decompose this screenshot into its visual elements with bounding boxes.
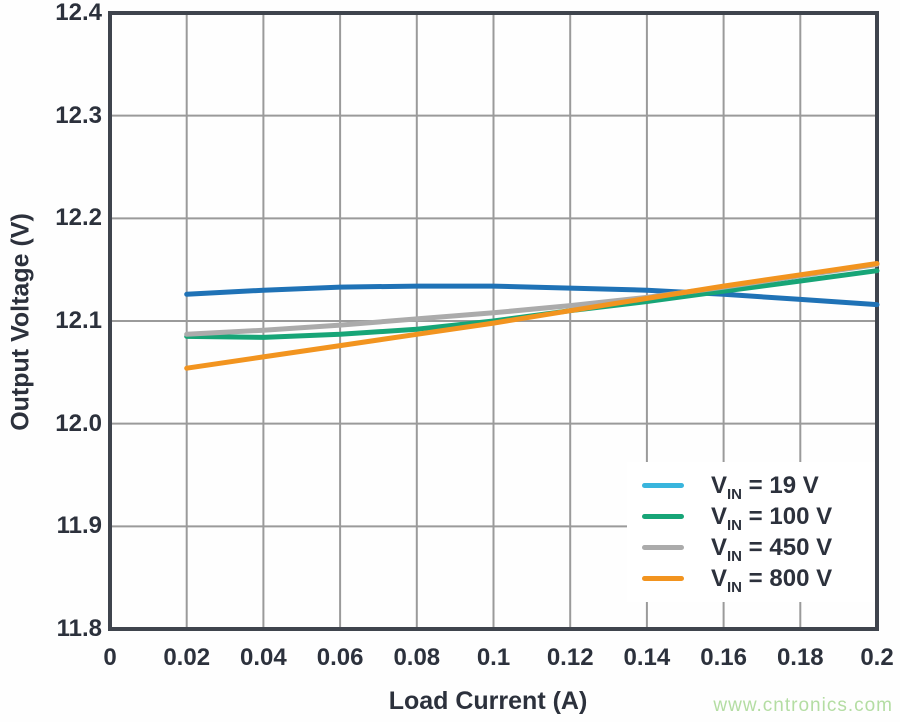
x-tick-label: 0.04 xyxy=(240,644,287,671)
x-tick-label: 0.14 xyxy=(623,644,671,671)
legend-swatch-icon xyxy=(642,514,684,519)
x-tick-label: 0.2 xyxy=(860,644,894,671)
x-tick-label: 0.02 xyxy=(163,644,211,671)
series-line-0 xyxy=(184,283,880,308)
x-tick-label: 0 xyxy=(103,644,117,671)
x-tick-label: 0.06 xyxy=(316,644,364,671)
y-tick-label: 12.4 xyxy=(55,0,102,26)
axes-frame xyxy=(108,11,879,631)
y-tick-label: 11.8 xyxy=(56,615,102,642)
legend-swatch-icon xyxy=(642,576,684,581)
legend-item-1: VIN = 19 V xyxy=(627,470,875,501)
legend-item-3: VIN = 450 V xyxy=(627,532,875,563)
x-tick-label: 0.08 xyxy=(393,644,441,671)
legend-item-4: VIN = 800 V xyxy=(627,563,875,594)
legend-label: VIN = 450 V xyxy=(711,533,833,565)
x-axis-title: Load Current (A) xyxy=(388,687,588,715)
legend-swatch-icon xyxy=(642,483,684,488)
legend-swatch-icon xyxy=(642,545,684,550)
y-tick-label: 11.9 xyxy=(56,512,102,540)
legend-label: VIN = 100 V xyxy=(711,502,833,534)
series-line-3 xyxy=(184,261,880,371)
legend: VIN = 19 V VIN = 100 V VIN = 450 V VIN = 80… xyxy=(627,462,875,602)
x-tick-label: 0.18 xyxy=(776,644,824,671)
legend-item-2: VIN = 100 V xyxy=(627,501,875,532)
legend-label: VIN = 19 V xyxy=(711,471,819,503)
x-tick-label: 0.16 xyxy=(700,644,747,671)
y-tick-label: 12.3 xyxy=(55,101,102,129)
y-tick-label: 12.2 xyxy=(55,204,102,232)
y-tick-label: 12.0 xyxy=(55,409,102,437)
watermark-text: www.cntronics.com xyxy=(713,695,893,716)
x-tick-label: 0.12 xyxy=(546,644,594,671)
y-tick-label: 12.1 xyxy=(55,307,102,334)
x-tick-label: 0.1 xyxy=(476,644,511,671)
legend-label: VIN = 800 V xyxy=(711,564,833,596)
